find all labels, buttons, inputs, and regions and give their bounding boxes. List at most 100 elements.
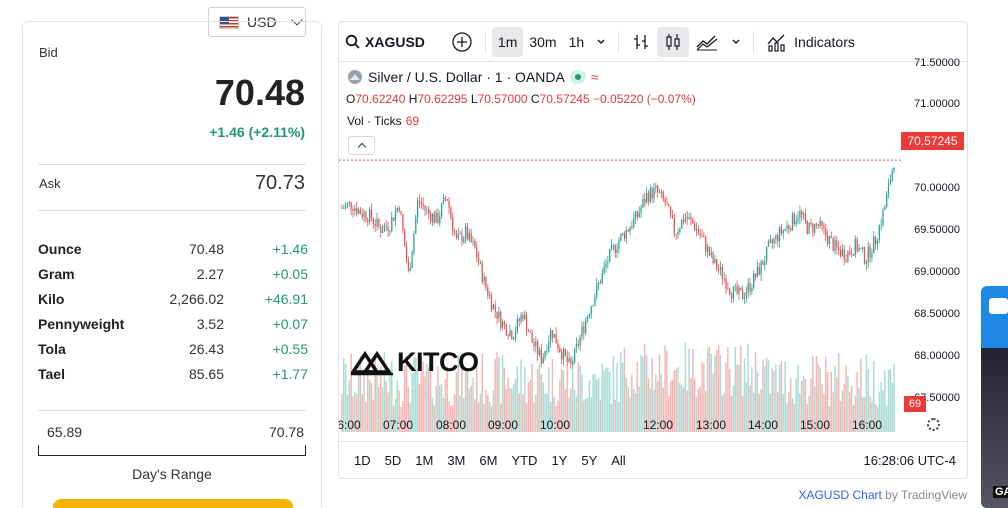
candle — [823, 225, 825, 229]
candle — [795, 220, 797, 224]
candle — [470, 232, 472, 243]
volume-bar — [780, 361, 783, 432]
volume-bar — [572, 356, 574, 432]
volume-bar — [773, 370, 775, 432]
interval-1h[interactable]: 1h — [568, 33, 585, 50]
candle — [690, 217, 692, 220]
volume-bar — [745, 382, 748, 432]
candle — [801, 210, 803, 215]
volume-bar — [444, 378, 447, 432]
candle — [871, 253, 873, 258]
range-5y[interactable]: 5Y — [581, 453, 598, 468]
candle — [428, 208, 430, 214]
volume-bar — [422, 361, 424, 432]
volume-bar — [370, 382, 373, 432]
chart-link[interactable]: XAGUSD Chart — [798, 488, 882, 502]
compare-button[interactable] — [445, 27, 479, 57]
candle — [553, 333, 555, 338]
divider — [753, 30, 755, 53]
volume-bar — [876, 406, 879, 432]
volume-bar — [760, 388, 762, 432]
candle — [361, 213, 363, 217]
candle — [559, 348, 561, 353]
volume-bar — [411, 373, 413, 432]
candle — [442, 197, 445, 204]
candle — [453, 230, 456, 234]
candle — [771, 239, 773, 244]
collapse-legend-button[interactable] — [348, 136, 375, 155]
currency-selector[interactable]: USD — [208, 7, 306, 37]
unit-price: 70.48 — [188, 240, 224, 257]
volume-bar — [431, 397, 434, 432]
symbol-search[interactable]: XAGUSD — [339, 27, 431, 57]
volume-bar — [461, 353, 463, 432]
candle — [631, 227, 633, 229]
price-axis[interactable]: 71.50000 71.00000 70.00000 69.50000 69.0… — [904, 22, 967, 422]
volume-bar — [658, 354, 661, 432]
day-range-label: Day's Range — [132, 466, 212, 482]
bar-style-button[interactable] — [625, 27, 657, 57]
interval-1m[interactable]: 1m — [491, 26, 524, 57]
cta-button[interactable] — [53, 499, 293, 508]
range-3m[interactable]: 3M — [447, 453, 466, 468]
volume-bar — [808, 395, 810, 432]
candle — [860, 248, 862, 249]
candle — [542, 357, 544, 364]
volume-bar — [387, 392, 389, 432]
candle — [869, 246, 871, 258]
candle — [788, 225, 790, 229]
range-1y[interactable]: 1Y — [551, 453, 568, 468]
candle — [509, 330, 511, 337]
volume-bar — [350, 353, 352, 432]
style-dropdown[interactable] — [725, 27, 747, 57]
volume-bar — [459, 395, 461, 432]
volume-bar — [533, 402, 535, 432]
volume-bar — [813, 386, 816, 432]
range-6m[interactable]: 6M — [479, 453, 498, 468]
settings-gear-icon[interactable] — [927, 418, 940, 431]
candle — [655, 185, 657, 189]
candle — [843, 249, 845, 260]
volume-bar — [584, 398, 587, 432]
volume-bar — [889, 368, 892, 432]
candle — [819, 220, 821, 226]
volume-bar — [607, 368, 609, 432]
price-chart[interactable] — [339, 62, 967, 478]
volume-bar — [405, 355, 408, 432]
candle — [485, 276, 487, 288]
candle — [856, 239, 858, 252]
unit-change: +0.55 — [272, 340, 308, 357]
volume-bar — [511, 388, 513, 432]
volume-bar — [381, 387, 384, 432]
video-sidebar-thumbnail[interactable]: GA — [981, 286, 1008, 508]
unit-price: 2,266.02 — [169, 290, 225, 307]
candle — [367, 219, 369, 223]
volume-bar — [856, 371, 858, 432]
volume-bar — [636, 361, 639, 432]
volume-bar — [623, 347, 626, 432]
candle — [496, 311, 498, 319]
candle — [634, 211, 637, 219]
volume-bar — [374, 353, 376, 432]
range-1m[interactable]: 1M — [415, 453, 434, 468]
chart-clock[interactable]: 16:28:06 UTC-4 — [863, 453, 957, 468]
volume-bar — [376, 371, 378, 432]
volume-bar — [690, 377, 692, 432]
candle — [658, 192, 661, 194]
indicators-button[interactable]: Indicators — [760, 27, 861, 57]
range-ytd[interactable]: YTD — [511, 453, 538, 468]
candle — [376, 218, 378, 227]
volume-bar — [891, 382, 893, 432]
range-all[interactable]: All — [611, 453, 626, 468]
candle — [830, 236, 832, 239]
interval-dropdown[interactable] — [590, 27, 612, 57]
volume-bar — [418, 384, 421, 432]
candle — [597, 282, 600, 285]
area-style-button[interactable] — [689, 27, 725, 57]
range-5d[interactable]: 5D — [384, 453, 402, 468]
range-1d[interactable]: 1D — [354, 453, 371, 468]
candles-style-button[interactable] — [657, 26, 690, 57]
volume-bar — [560, 368, 563, 432]
volume-bar — [475, 356, 478, 432]
interval-30m[interactable]: 30m — [529, 33, 557, 50]
